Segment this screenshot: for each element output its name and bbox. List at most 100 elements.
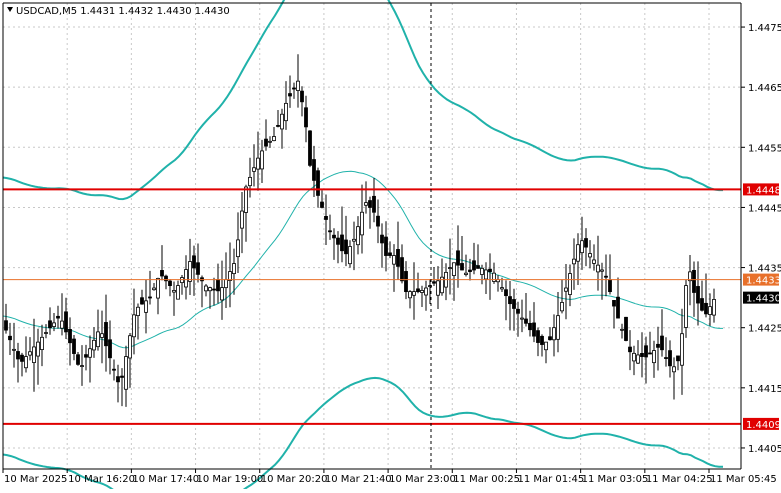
- candle-body: [676, 355, 680, 362]
- level-price-tag: [743, 273, 779, 286]
- price-axis: 1.44751.44651.44551.44451.44351.44251.44…: [741, 23, 781, 455]
- candle-body: [88, 348, 92, 358]
- candle-body: [408, 291, 412, 299]
- level-price-tag: [743, 417, 779, 430]
- candle-body: [156, 277, 160, 299]
- candle-body: [576, 244, 580, 262]
- candle-body: [64, 311, 68, 333]
- price-tick-label: 1.4445: [748, 203, 781, 214]
- candle-body: [152, 287, 156, 291]
- candle-body: [228, 271, 232, 281]
- current-price-tag: [743, 291, 779, 304]
- candle-body: [596, 264, 600, 273]
- candle-body: [144, 300, 148, 313]
- candle-body: [660, 335, 664, 351]
- level-price-label: 1.4433: [746, 276, 781, 287]
- candle-body: [132, 314, 136, 338]
- candle-body: [256, 157, 260, 170]
- time-tick-label: 11 Mar 04:25: [646, 474, 713, 485]
- candle-body: [580, 240, 584, 254]
- candle-body: [232, 263, 236, 275]
- time-tick-label: 11 Mar 00:25: [453, 474, 520, 485]
- candle-body: [356, 226, 360, 246]
- candle-body: [84, 354, 88, 358]
- candle-body: [400, 257, 404, 282]
- candle-body: [712, 299, 716, 316]
- price-tick-label: 1.4415: [748, 384, 781, 395]
- candle-body: [56, 315, 60, 319]
- candle-body: [404, 271, 408, 293]
- candle-body: [328, 230, 332, 233]
- candle-body: [120, 375, 124, 378]
- level-price-label: 1.4448: [746, 185, 781, 196]
- candle-body: [76, 354, 80, 365]
- candle-body: [28, 351, 32, 356]
- candle-body: [236, 239, 240, 258]
- candle-body: [176, 285, 180, 300]
- candle-body: [260, 150, 264, 170]
- candle-body: [640, 353, 644, 357]
- candle-body: [608, 279, 612, 293]
- time-tick-label: 10 Mar 23:00: [389, 474, 456, 485]
- time-tick-label: 11 Mar 01:45: [517, 474, 584, 485]
- candle-body: [652, 350, 656, 364]
- candle-body: [392, 255, 396, 265]
- candle-body: [572, 258, 576, 265]
- candle-body: [488, 268, 492, 272]
- candle-body: [264, 138, 268, 147]
- candle-body: [52, 322, 56, 327]
- candle-body: [112, 368, 116, 371]
- candle-body: [168, 280, 172, 287]
- candle-body: [172, 290, 176, 293]
- candle-body: [540, 335, 544, 345]
- candle-body: [600, 269, 604, 272]
- candle-body: [588, 253, 592, 258]
- candle-body: [288, 93, 292, 97]
- candle-body: [420, 290, 424, 293]
- candle-body: [468, 269, 472, 272]
- candle-body: [564, 287, 568, 292]
- candle-body: [188, 261, 192, 282]
- candle-body: [648, 352, 652, 355]
- candle-body: [220, 287, 224, 301]
- candle-body: [644, 345, 648, 358]
- candle-body: [480, 267, 484, 275]
- candle-body: [624, 316, 628, 341]
- candle-body: [100, 333, 104, 338]
- candle-body: [92, 339, 96, 351]
- candle-body: [396, 249, 400, 267]
- candle-body: [248, 176, 252, 187]
- candle-body: [664, 357, 668, 359]
- candle-body: [552, 327, 556, 341]
- price-tick-label: 1.4405: [748, 444, 781, 455]
- horizontal-levels[interactable]: [3, 188, 741, 425]
- price-tags: 1.4448 1.4433 1.4409 1.4430: [743, 183, 781, 431]
- time-tick-label: 10 Mar 17:40: [132, 474, 199, 485]
- candle-body: [292, 87, 296, 90]
- candle-body: [464, 272, 468, 275]
- candle-body: [44, 332, 48, 334]
- time-tick-label: 11 Mar 03:05: [582, 474, 649, 485]
- candle-body: [504, 289, 508, 297]
- candle-body: [476, 265, 480, 269]
- candle-body: [592, 259, 596, 264]
- candle-body: [368, 200, 372, 208]
- chevron-down-icon[interactable]: [7, 7, 13, 12]
- candle-body: [460, 263, 464, 271]
- candle-body: [12, 348, 16, 351]
- candle-body: [184, 269, 188, 288]
- candle-body: [316, 170, 320, 196]
- candle-body: [668, 350, 672, 367]
- candle-body: [532, 322, 536, 337]
- price-tick-label: 1.4455: [748, 143, 781, 154]
- candle-body: [512, 299, 516, 309]
- candle-body: [60, 320, 64, 329]
- candle-body: [388, 252, 392, 256]
- candle-body: [148, 296, 152, 299]
- candle-body: [528, 322, 532, 331]
- time-tick-label: 11 Mar 05:45: [710, 474, 777, 485]
- candle-body: [364, 202, 368, 206]
- candle-body: [68, 329, 72, 344]
